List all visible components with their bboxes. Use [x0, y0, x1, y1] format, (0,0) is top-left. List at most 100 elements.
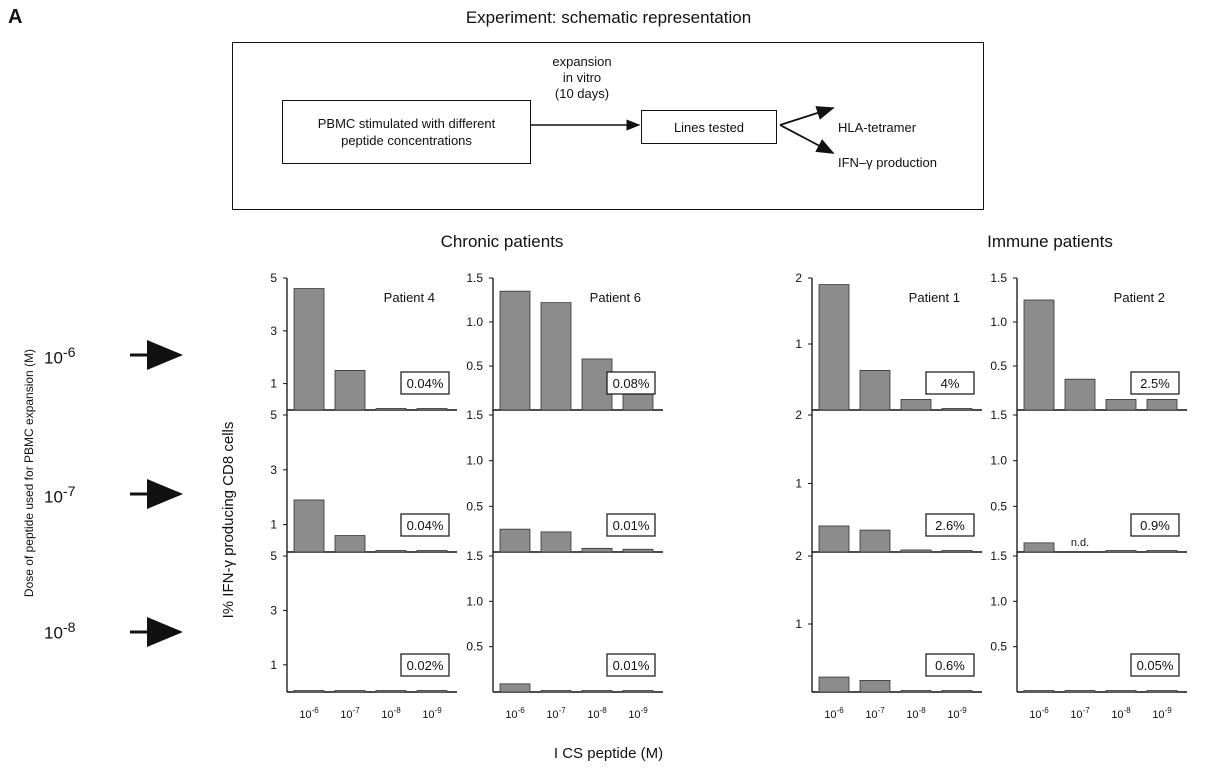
x-tick-label-2-1: 10-7	[865, 706, 885, 721]
dose-label-1-exp: -6	[62, 345, 76, 361]
y-tick-label-1-2-2: 1.5	[466, 549, 483, 563]
baseline-box-2-2	[925, 653, 975, 677]
bar-3-1-0	[1023, 542, 1055, 553]
bar-2-1-2	[900, 549, 932, 553]
baseline-value-1-1: 0.01%	[613, 518, 650, 533]
bar-2-1-3	[941, 550, 973, 553]
bar-2-2-0	[818, 676, 850, 693]
y-tick-label-1-1-2: 1.5	[466, 408, 483, 422]
expansion-label: expansion in vitro (10 days)	[532, 54, 632, 102]
baseline-box-3-1	[1130, 513, 1180, 537]
y-tick-label-0-1-1: 3	[270, 463, 277, 477]
bar-3-1-3	[1146, 550, 1178, 553]
dose-arrows	[130, 340, 183, 647]
x-tick-label-0-1: 10-7	[340, 706, 360, 721]
panel-label: A	[8, 6, 23, 28]
x-tick-label-1-3: 10-9	[628, 706, 648, 721]
bar-0-0-1	[334, 369, 366, 411]
baseline-value-0-0: 0.04%	[407, 376, 444, 391]
group-title-chronic: Chronic patients	[440, 232, 564, 251]
bar-1-1-0	[499, 528, 531, 553]
y-tick-label-0-1-2: 5	[270, 408, 277, 422]
bar-0-0-2	[375, 408, 407, 411]
x-tick-label-0-2: 10-8	[381, 706, 401, 721]
y-tick-label-0-1-0: 1	[270, 518, 277, 532]
y-tick-label-2-2-1: 2	[795, 549, 802, 563]
x-tick-label-3-0: 10-6	[1029, 706, 1049, 721]
schematic-title: Experiment: schematic representation	[465, 8, 752, 27]
expansion-line-3: (10 days)	[554, 86, 610, 101]
bar-3-2-2	[1105, 690, 1137, 693]
x-tick-label-3-2: 10-8	[1111, 706, 1131, 721]
baseline-box-2-0	[925, 371, 975, 395]
bar-2-2-3	[941, 690, 973, 693]
baseline-box-1-1	[606, 513, 656, 537]
expansion-line-1: expansion	[552, 54, 612, 69]
dose-label-2-base: 10	[44, 487, 63, 507]
bar-1-1-1	[540, 531, 572, 553]
baseline-box-2-1	[925, 513, 975, 537]
bar-3-1-2	[1105, 550, 1137, 553]
y-tick-label-1-2-0: 0.5	[466, 640, 483, 654]
bar-3-2-0	[1023, 690, 1055, 693]
box-pbmc-line-2: peptide concentrations	[341, 133, 472, 148]
bar-2-1-1	[859, 529, 891, 553]
bar-0-1-3	[416, 550, 448, 553]
baseline-value-0-2: 0.02%	[407, 658, 444, 673]
dose-label-1: 10-6	[44, 345, 76, 369]
baseline-value-2-1: 2.6%	[935, 518, 965, 533]
y-tick-label-2-1-0: 1	[795, 477, 802, 491]
output-hla-tetramer: HLA-tetramer	[838, 120, 917, 135]
bar-1-0-1	[540, 302, 572, 411]
y-tick-label-3-1-0: 0.5	[990, 499, 1007, 513]
bar-2-0-3	[941, 408, 973, 411]
bar-0-2-0	[293, 690, 325, 693]
bar-3-0-1	[1064, 378, 1096, 411]
y-tick-label-0-2-2: 5	[270, 549, 277, 563]
y-tick-label-0-0-1: 3	[270, 324, 277, 338]
bar-1-2-0	[499, 683, 531, 693]
y-tick-label-3-2-1: 1.0	[990, 594, 1007, 608]
bar-1-2-2	[581, 690, 613, 693]
bar-0-2-2	[375, 690, 407, 693]
bar-3-2-3	[1146, 690, 1178, 693]
x-tick-label-3-3: 10-9	[1152, 706, 1172, 721]
bar-3-2-1	[1064, 690, 1096, 693]
x-tick-label-1-0: 10-6	[505, 706, 525, 721]
y-tick-label-3-0-1: 1.0	[990, 315, 1007, 329]
y-tick-label-1-0-1: 1.0	[466, 315, 483, 329]
y-tick-label-2-0-0: 1	[795, 337, 802, 351]
baseline-box-0-1	[400, 513, 450, 537]
baseline-box-0-0	[400, 371, 450, 395]
output-ifn-production: IFN–γ production	[838, 155, 937, 170]
baseline-value-3-0: 2.5%	[1140, 376, 1170, 391]
y-tick-label-0-2-0: 1	[270, 658, 277, 672]
x-tick-label-3-1: 10-7	[1070, 706, 1090, 721]
x-axis-label: I CS peptide (M)	[553, 745, 664, 762]
y-tick-label-1-0-2: 1.5	[466, 271, 483, 285]
arrow-to-ifn	[779, 124, 835, 154]
dose-label-3-base: 10	[44, 623, 63, 643]
bar-0-2-3	[416, 690, 448, 693]
bar-0-1-2	[375, 550, 407, 553]
y-tick-label-3-1-1: 1.0	[990, 454, 1007, 468]
y-tick-label-2-1-1: 2	[795, 408, 802, 422]
schematic-arrows	[530, 106, 835, 154]
box-pbmc-line-1: PBMC stimulated with different	[317, 116, 496, 131]
note-3-1: n.d.	[1071, 537, 1089, 549]
schematic-frame	[232, 42, 984, 210]
bar-3-0-0	[1023, 299, 1055, 411]
patient-label-0: Patient 4	[384, 290, 435, 305]
x-tick-label-0-3: 10-9	[422, 706, 442, 721]
bar-2-0-1	[859, 369, 891, 411]
patient-label-1: Patient 6	[590, 290, 641, 305]
y-tick-label-3-2-0: 0.5	[990, 640, 1007, 654]
x-tick-label-1-2: 10-8	[587, 706, 607, 721]
bar-2-1-0	[818, 525, 850, 553]
y-tick-label-1-0-0: 0.5	[466, 359, 483, 373]
x-tick-label-2-2: 10-8	[906, 706, 926, 721]
group-title-immune: Immune patients	[987, 232, 1113, 251]
dose-label-1-base: 10	[44, 348, 63, 368]
bar-3-0-3	[1146, 399, 1178, 411]
baseline-value-3-2: 0.05%	[1137, 658, 1174, 673]
